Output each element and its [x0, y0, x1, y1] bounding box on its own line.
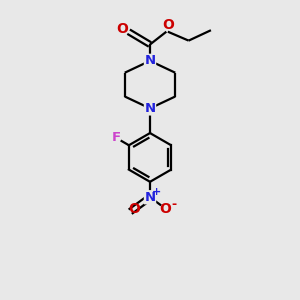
Text: F: F — [112, 131, 121, 144]
Text: N: N — [144, 54, 156, 67]
Text: O: O — [162, 18, 174, 32]
Text: -: - — [171, 198, 176, 211]
Text: O: O — [129, 202, 140, 216]
Text: N: N — [144, 102, 156, 115]
Text: N: N — [144, 191, 156, 204]
Text: +: + — [152, 187, 161, 197]
Text: O: O — [160, 202, 171, 216]
Text: O: O — [116, 22, 128, 36]
